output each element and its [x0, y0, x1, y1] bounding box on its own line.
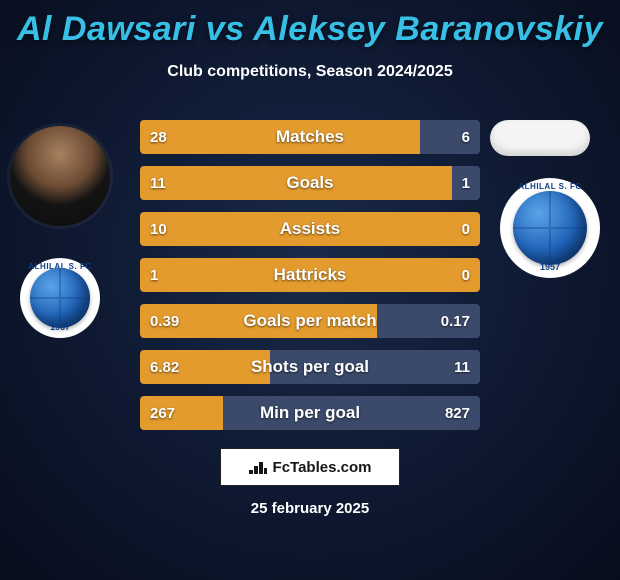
stat-bar-left: [140, 258, 480, 292]
brand-text: FcTables.com: [273, 459, 372, 476]
stat-row: Goals111: [140, 166, 480, 200]
club-badge-ball-icon: [513, 191, 587, 265]
stat-bar-right: [223, 396, 480, 430]
bar-chart-icon: [249, 460, 267, 474]
stat-row: Shots per goal6.8211: [140, 350, 480, 384]
comparison-card: Al Dawsari vs Aleksey Baranovskiy Club c…: [0, 0, 620, 580]
stat-row: Min per goal267827: [140, 396, 480, 430]
stat-bar-left: [140, 120, 420, 154]
stat-bar-right: [377, 304, 480, 338]
stat-bar-right: [270, 350, 480, 384]
player-right-avatar: [490, 120, 590, 156]
stat-bar-right: [420, 120, 480, 154]
stat-bar-right: [452, 166, 480, 200]
stat-bar-left: [140, 166, 452, 200]
player-left-avatar: [10, 126, 110, 226]
stat-row: Matches286: [140, 120, 480, 154]
stat-bar-left: [140, 350, 270, 384]
stat-row: Hattricks10: [140, 258, 480, 292]
footer-date: 25 february 2025: [0, 500, 620, 517]
club-badge-text: ALHILAL S. FC: [518, 182, 581, 191]
brand-logo[interactable]: FcTables.com: [220, 448, 400, 486]
player-left-club-badge: ALHILAL S. FC 1957: [20, 258, 100, 338]
club-badge-ball-icon: [30, 268, 89, 327]
stat-row: Assists100: [140, 212, 480, 246]
club-badge-year: 1957: [50, 322, 70, 332]
player-right-club-badge: ALHILAL S. FC 1957: [500, 178, 600, 278]
stat-bar-left: [140, 396, 223, 430]
club-badge-year: 1957: [540, 262, 560, 272]
page-subtitle: Club competitions, Season 2024/2025: [0, 63, 620, 81]
page-title: Al Dawsari vs Aleksey Baranovskiy: [0, 0, 620, 49]
comparison-bars: Matches286 Goals111 Assists100 Hattricks10 G…: [140, 120, 480, 442]
stat-bar-left: [140, 304, 377, 338]
stat-bar-left: [140, 212, 480, 246]
stat-row: Goals per match0.390.17: [140, 304, 480, 338]
